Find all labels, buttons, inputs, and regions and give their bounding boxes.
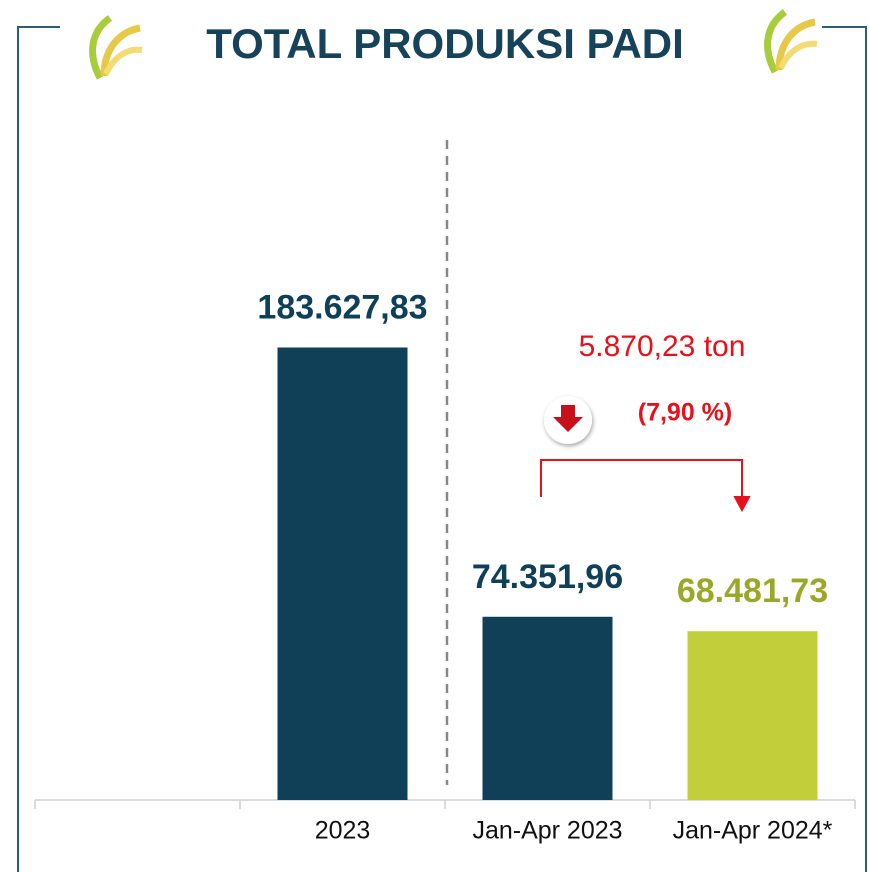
x-tick-label: Jan-Apr 2024* xyxy=(673,817,833,845)
x-tick-label: 2023 xyxy=(315,817,371,845)
bar xyxy=(483,617,613,800)
x-axis xyxy=(35,800,855,809)
x-tick-label: Jan-Apr 2023 xyxy=(472,817,622,845)
value-label: 74.351,96 xyxy=(472,558,623,596)
bar xyxy=(278,347,408,800)
change-bracket xyxy=(541,460,749,510)
chart: TOTAL PRODUKSI PADI 5.870,23 ton (7,90 %… xyxy=(0,0,869,872)
down-arrow-icon xyxy=(544,396,592,444)
value-label: 68.481,73 xyxy=(677,572,828,610)
annotation: (7,90 %) xyxy=(638,399,732,427)
chart-title: TOTAL PRODUKSI PADI xyxy=(206,20,684,67)
bar xyxy=(688,631,818,800)
rice-icon xyxy=(93,18,142,78)
annotation: 5.870,23 ton xyxy=(579,330,746,363)
value-label: 183.627,83 xyxy=(257,288,427,326)
rice-icon xyxy=(768,12,817,72)
